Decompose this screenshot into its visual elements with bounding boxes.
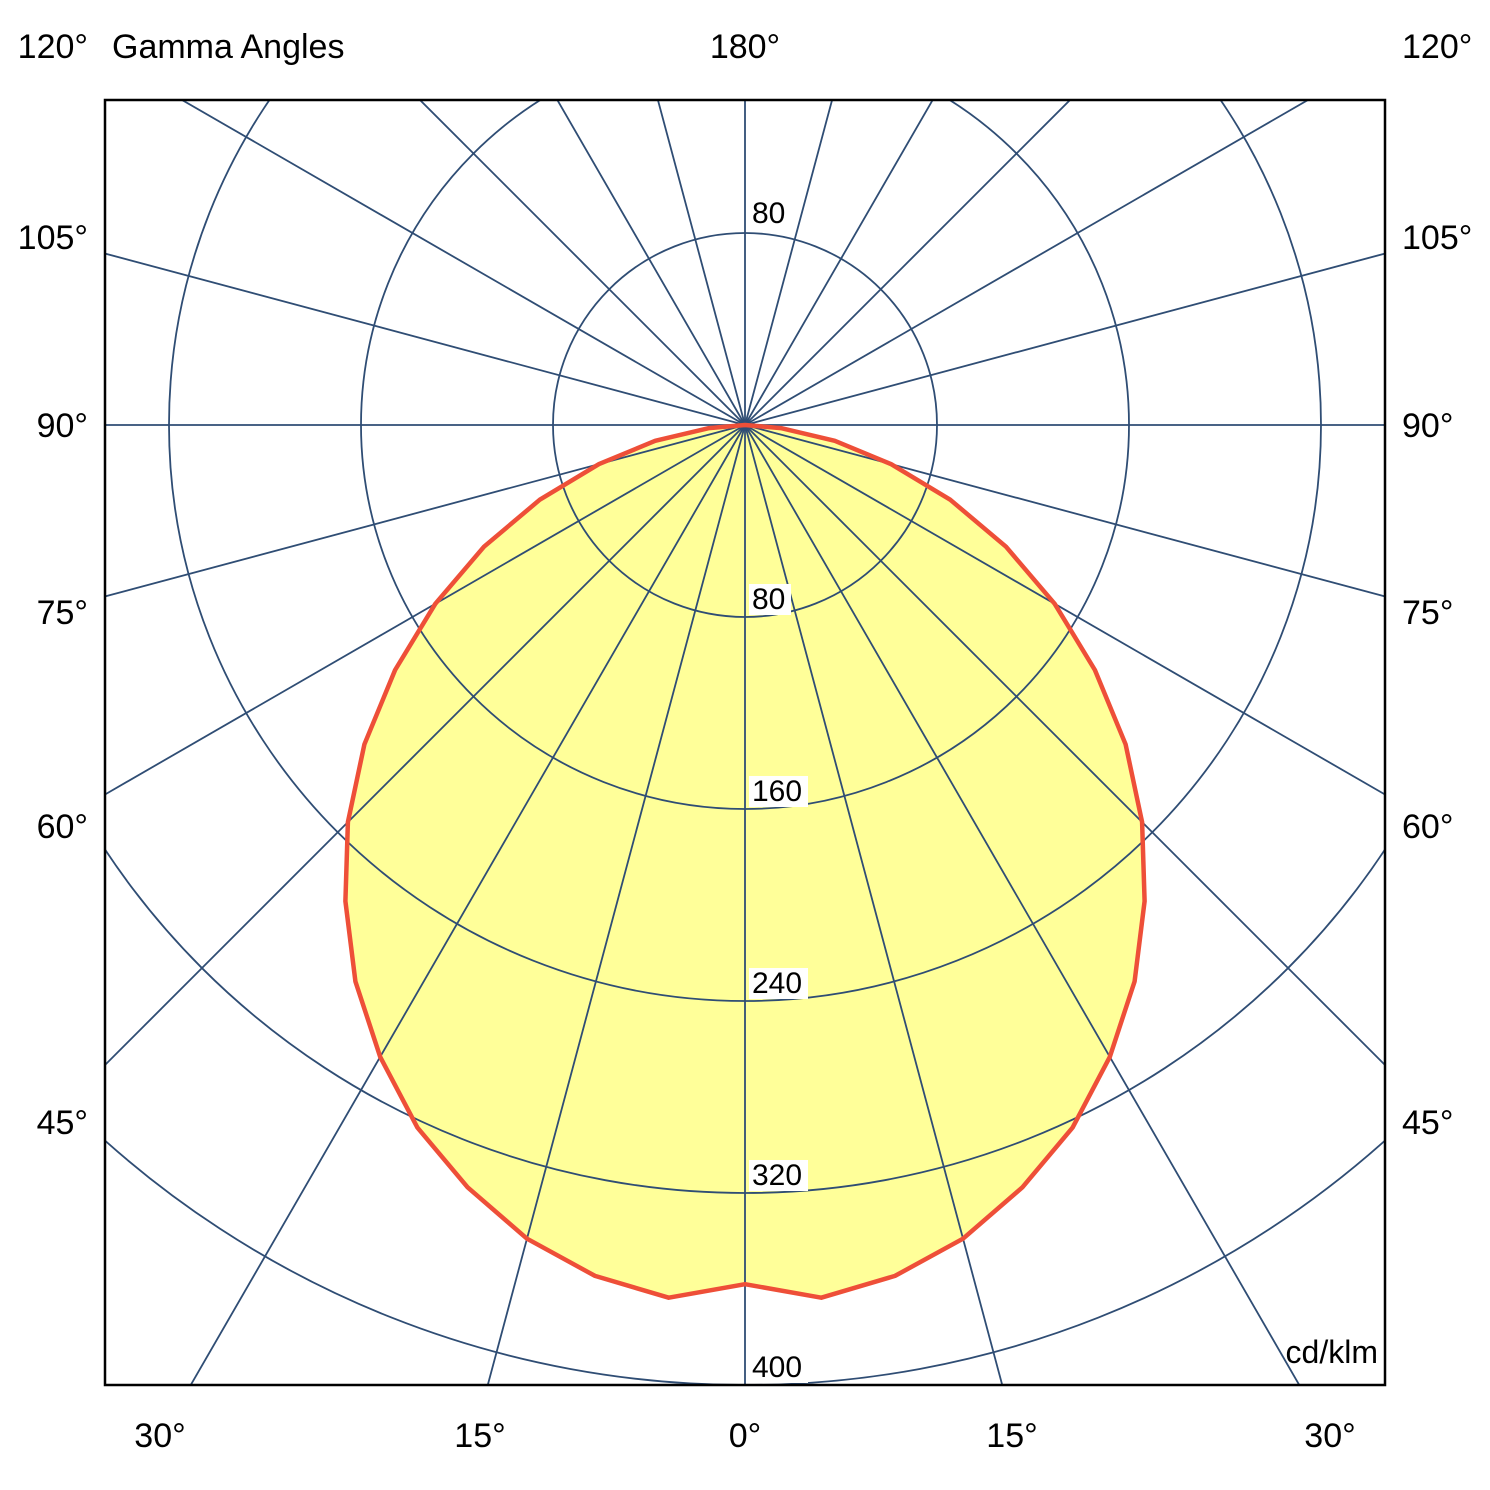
polar-grid-spoke-285 [105,424,746,598]
angle-label-bottom-left-30: 30° [134,1417,185,1455]
ring-label-bg-lower-160 [749,776,808,807]
polar-grid-spoke-75 [744,424,1385,598]
angle-label-bottom-right-15: 15° [986,1417,1037,1455]
angle-label-bottom-left-15: 15° [454,1417,505,1455]
polar-grid-spoke-30 [744,424,1301,1385]
angle-label-left-75: 75° [37,594,88,632]
ring-label-upper-80: 80 [752,197,785,230]
ring-label-lower-320: 320 [752,1159,802,1192]
plot-frame [103,98,1387,1387]
angle-label-right-90: 90° [1402,407,1453,445]
angle-label-bottom-0: 0° [729,1417,762,1455]
angle-label-top-center-180: 180° [710,28,780,66]
polar-grid-spoke-315 [105,424,746,1067]
polar-grid-spoke-165 [744,100,834,426]
ring-label-bg-lower-80 [749,584,791,615]
polar-grid-spoke-255 [105,252,746,426]
ring-label-lower-400: 400 [752,1351,802,1384]
polar-grid-spoke-150 [744,100,934,426]
angle-label-right-75: 75° [1402,594,1453,632]
ring-label-bg-lower-240 [749,968,808,999]
polar-grid-spoke-300 [105,424,746,796]
ring-label-bg-upper-80 [749,198,791,229]
polar-grid-spoke-210 [556,100,746,426]
angle-label-left-90: 90° [37,407,88,445]
unit-label: cd/klm [1286,1334,1378,1370]
polar-grid-spoke-120 [744,100,1310,426]
ring-label-lower-240: 240 [752,967,802,1000]
angle-label-top-left-120: 120° [18,28,88,66]
angle-label-left-60: 60° [37,808,88,846]
angle-label-bottom-right-30: 30° [1304,1417,1355,1455]
polar-grid-spoke-195 [656,100,746,426]
angle-label-right-60: 60° [1402,808,1453,846]
polar-grid-spoke-225 [418,100,746,426]
polar-grid-spoke-240 [180,100,746,426]
polar-grid-spoke-15 [744,424,1004,1385]
polar-grid-spoke-330 [189,424,746,1385]
angle-label-right-105: 105° [1402,219,1472,257]
polar-grid-spoke-135 [744,100,1072,426]
ring-label-lower-80: 80 [752,583,785,616]
polar-grid-spoke-45 [744,424,1385,1067]
ring-label-lower-160: 160 [752,775,802,808]
polar-grid-spoke-105 [744,252,1385,426]
intensity-distribution-curve [343,422,1147,1300]
ring-label-bg-lower-400 [749,1352,808,1383]
chart-title: Gamma Angles [112,28,344,66]
angle-label-left-45: 45° [37,1104,88,1142]
polar-grid-spoke-60 [744,424,1385,796]
angle-label-right-45: 45° [1402,1104,1453,1142]
angle-label-left-105: 105° [18,219,88,257]
ring-label-layer: 80 160 240 320 400 80 [749,197,808,1384]
polar-grid-spoke-345 [486,424,746,1385]
angle-label-top-right-120: 120° [1402,28,1472,66]
ring-label-bg-lower-320 [749,1160,808,1191]
